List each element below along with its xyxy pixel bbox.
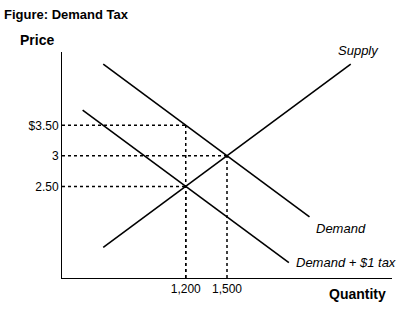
svg-text:Demand + $1 tax: Demand + $1 tax: [296, 255, 396, 270]
svg-text:$3.50: $3.50: [29, 119, 59, 133]
svg-text:Supply: Supply: [338, 43, 379, 58]
svg-text:2.50: 2.50: [35, 180, 59, 194]
svg-text:Quantity: Quantity: [329, 286, 386, 302]
svg-text:Demand: Demand: [316, 221, 366, 236]
svg-text:Price: Price: [20, 32, 54, 48]
svg-text:Figure: Demand Tax: Figure: Demand Tax: [4, 7, 129, 22]
svg-text:1,200: 1,200: [171, 282, 201, 296]
svg-text:3: 3: [52, 149, 59, 163]
svg-text:1,500: 1,500: [212, 282, 242, 296]
